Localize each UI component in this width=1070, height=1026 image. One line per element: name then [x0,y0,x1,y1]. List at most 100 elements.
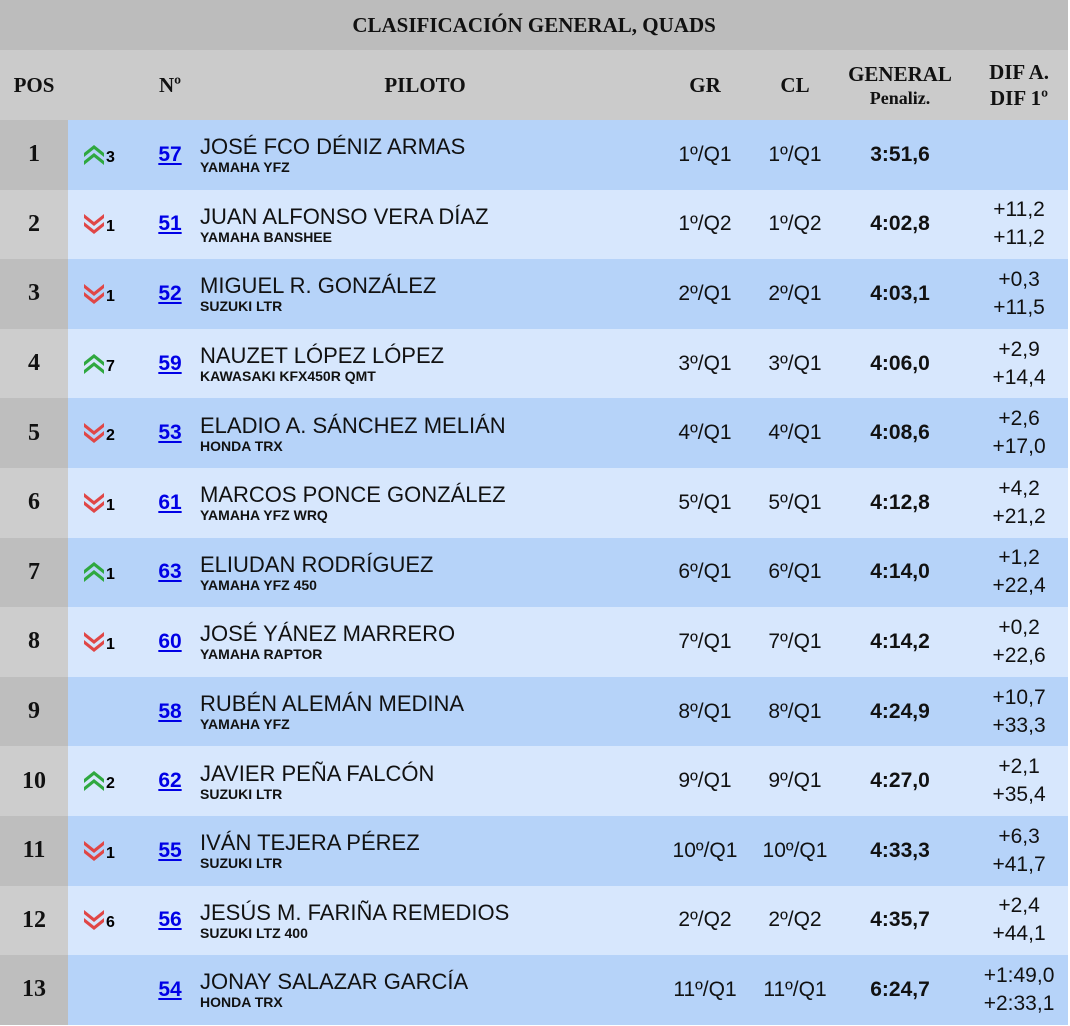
header-pos: POS [0,50,68,120]
table-row: 11 1 55 IVÁN TEJERA PÉREZ SUZUKI LTR 10º/Q1 10… [0,815,1069,886]
table-row: 1 3 57 JOSÉ FCO DÉNIZ ARMAS YAMAHA YFZ 1º/Q1 1… [0,120,1069,190]
diff-previous: +4,2 [998,476,1040,500]
general-time: 4:33,3 [830,815,970,886]
diff-first: +41,7 [992,852,1046,876]
table-row: 10 2 62 JAVIER PEÑA FALCÓN SUZUKI LTR 9º/Q1 9º… [0,746,1069,816]
rider-number-link[interactable]: 58 [158,699,182,723]
rider-cell: JESÚS M. FARIÑA REMEDIOS SUZUKI LTZ 400 [200,885,650,956]
change-amount: 2 [106,775,115,793]
double-chevron-down-icon [84,910,104,931]
table-row: 3 1 52 MIGUEL R. GONZÁLEZ SUZUKI LTR 2º/Q1 2º/… [0,259,1069,329]
diff-first: +33,3 [992,713,1046,737]
diff-first: +44,1 [992,922,1046,946]
rider-number-link[interactable]: 55 [158,838,182,862]
double-chevron-up-icon [84,144,104,165]
rider-name: MARCOS PONCE GONZÁLEZ [200,482,506,508]
general-time: 4:12,8 [830,467,970,538]
rider-cell: JAVIER PEÑA FALCÓN SUZUKI LTR [200,746,650,816]
class-position: 1º/Q2 [760,189,830,260]
position-change [68,676,140,747]
table-row: 7 1 63 ELIUDAN RODRÍGUEZ YAMAHA YFZ 450 6º/Q1… [0,537,1069,608]
rider-number-link[interactable]: 61 [158,490,182,514]
diff-cell: +10,7 +33,3 [970,676,1069,747]
group-position: 8º/Q1 [650,676,760,747]
header-dif-1: DIF 1º [990,86,1049,110]
position-change: 7 [68,328,140,399]
diff-previous: +2,1 [998,755,1040,779]
class-position: 7º/Q1 [760,607,830,677]
change-amount: 1 [106,844,115,862]
rider-name: JOSÉ FCO DÉNIZ ARMAS [200,134,466,160]
diff-cell: +2,1 +35,4 [970,746,1069,816]
diff-cell: +2,4 +44,1 [970,885,1069,956]
rider-bike: YAMAHA YFZ [200,159,290,176]
change-amount: 1 [106,218,115,236]
position: 5 [0,398,68,468]
position-change: 2 [68,398,140,468]
general-time: 4:02,8 [830,189,970,260]
class-position: 2º/Q1 [760,259,830,329]
diff-cell: +11,2 +11,2 [970,189,1069,260]
position: 1 [0,120,68,190]
rider-bike: YAMAHA BANSHEE [200,228,332,245]
header-row: POS Nº PILOTO GR CL GENERAL Penaliz. DIF … [0,50,1069,120]
general-time: 4:14,2 [830,607,970,677]
general-time: 3:51,6 [830,120,970,190]
rider-number-link[interactable]: 59 [158,351,182,375]
rider-number-link[interactable]: 60 [158,629,182,653]
general-time: 4:08,6 [830,398,970,468]
double-chevron-up-icon [84,562,104,583]
rider-bike: KAWASAKI KFX450R QMT [200,368,376,385]
rider-cell: IVÁN TEJERA PÉREZ SUZUKI LTR [200,815,650,886]
rider-bike: SUZUKI LTR [200,298,283,315]
diff-cell: +0,3 +11,5 [970,259,1069,329]
rider-name: JAVIER PEÑA FALCÓN [200,760,435,786]
class-position: 8º/Q1 [760,676,830,747]
rider-bike: YAMAHA YFZ WRQ [200,507,328,524]
rider-number-link[interactable]: 53 [158,421,182,445]
diff-previous: +2,6 [998,407,1040,431]
change-amount: 2 [106,427,115,445]
rider-bike: SUZUKI LTZ 400 [200,924,308,941]
group-position: 6º/Q1 [650,537,760,608]
class-position: 6º/Q1 [760,537,830,608]
rider-name: RUBÉN ALEMÁN MEDINA [200,691,465,717]
rider-number-link[interactable]: 52 [158,281,182,305]
double-chevron-down-icon [84,214,104,235]
position: 2 [0,189,68,260]
diff-previous: +0,3 [998,267,1040,291]
rider-number-link[interactable]: 62 [158,769,182,793]
general-time: 4:27,0 [830,746,970,816]
rider-number-link[interactable]: 51 [158,212,182,236]
diff-first: +11,2 [993,226,1045,250]
table-row: 8 1 60 JOSÉ YÁNEZ MARRERO YAMAHA RAPTOR 7º/Q1… [0,607,1069,677]
group-position: 9º/Q1 [650,746,760,816]
diff-first: +35,4 [992,783,1046,807]
table-row: 4 7 59 NAUZET LÓPEZ LÓPEZ KAWASAKI KFX450R Q… [0,328,1069,399]
rider-cell: ELIUDAN RODRÍGUEZ YAMAHA YFZ 450 [200,537,650,608]
position: 6 [0,467,68,538]
header-penaliz: Penaliz. [869,88,931,108]
general-time: 6:24,7 [830,955,970,1025]
rider-number-link[interactable]: 54 [158,977,182,1001]
rider-name: JUAN ALFONSO VERA DÍAZ [200,203,489,229]
header-general: GENERAL Penaliz. [830,50,970,120]
diff-previous: +6,3 [998,824,1040,848]
change-amount: 6 [106,914,115,932]
position: 7 [0,537,68,608]
diff-previous: +10,7 [992,685,1046,709]
class-position: 2º/Q2 [760,885,830,956]
class-position: 9º/Q1 [760,746,830,816]
double-chevron-up-icon [84,771,104,792]
change-amount: 1 [106,287,115,305]
rider-number-link[interactable]: 56 [158,908,182,932]
header-piloto: PILOTO [200,50,650,120]
group-position: 2º/Q2 [650,885,760,956]
general-time: 4:14,0 [830,537,970,608]
rider-bike: SUZUKI LTR [200,855,283,872]
rider-number-link[interactable]: 57 [158,142,182,166]
diff-cell: +2,6 +17,0 [970,398,1069,468]
header-dif: DIF A. DIF 1º [970,50,1069,120]
rider-number-link[interactable]: 63 [158,560,182,584]
change-amount: 7 [106,357,115,375]
